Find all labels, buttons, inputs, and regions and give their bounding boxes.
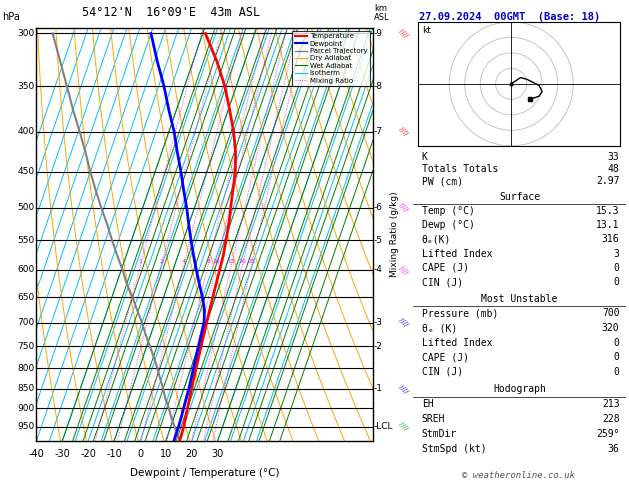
Legend: Temperature, Dewpoint, Parcel Trajectory, Dry Adiabat, Wet Adiabat, Isotherm, Mi: Temperature, Dewpoint, Parcel Trajectory… [292,31,369,86]
Text: PW (cm): PW (cm) [422,176,463,186]
Text: km
ASL: km ASL [374,3,389,21]
Text: -LCL: -LCL [374,422,394,431]
Text: 3: 3 [614,248,620,259]
Text: SREH: SREH [422,414,445,424]
Text: 228: 228 [602,414,620,424]
Text: 300: 300 [18,29,35,38]
Text: 20: 20 [186,449,198,459]
Text: -40: -40 [28,449,45,459]
Text: 10: 10 [160,449,172,459]
Text: 500: 500 [18,203,35,212]
Text: 700: 700 [602,309,620,318]
Text: Mixing Ratio (g/kg): Mixing Ratio (g/kg) [391,191,399,277]
Text: 25: 25 [248,259,255,264]
Text: Dewp (°C): Dewp (°C) [422,220,475,230]
Text: 20: 20 [239,259,247,264]
Text: 700: 700 [18,318,35,327]
Text: 0: 0 [614,277,620,287]
Text: ////: //// [398,383,408,394]
Text: 33: 33 [608,152,620,162]
Text: θₑ (K): θₑ (K) [422,323,457,333]
Text: 36: 36 [608,444,620,454]
Text: © weatheronline.co.uk: © weatheronline.co.uk [462,471,576,480]
Text: 15.3: 15.3 [596,206,620,216]
Text: -5: -5 [374,236,383,245]
Text: -6: -6 [374,203,383,212]
Text: ////: //// [398,421,408,432]
Text: 316: 316 [602,234,620,244]
Text: Totals Totals: Totals Totals [422,164,498,174]
Text: 8: 8 [206,259,210,264]
Text: ////: //// [398,126,408,137]
Text: 650: 650 [18,293,35,302]
Text: 950: 950 [18,422,35,431]
Text: Lifted Index: Lifted Index [422,248,493,259]
Text: CIN (J): CIN (J) [422,277,463,287]
Text: Pressure (mb): Pressure (mb) [422,309,498,318]
Text: hPa: hPa [2,12,19,21]
Text: θₑ(K): θₑ(K) [422,234,451,244]
Text: StmDir: StmDir [422,429,457,439]
Text: 10: 10 [213,259,220,264]
Text: CAPE (J): CAPE (J) [422,352,469,362]
Text: CAPE (J): CAPE (J) [422,263,469,273]
Text: -7: -7 [374,127,383,136]
Text: 15: 15 [228,259,235,264]
Text: Surface: Surface [499,191,540,202]
Text: 259°: 259° [596,429,620,439]
Text: 27.09.2024  00GMT  (Base: 18): 27.09.2024 00GMT (Base: 18) [419,12,600,22]
Text: EH: EH [422,399,433,409]
Text: Most Unstable: Most Unstable [481,294,558,304]
Text: Dewpoint / Temperature (°C): Dewpoint / Temperature (°C) [130,468,279,478]
Text: -20: -20 [81,449,96,459]
Text: 900: 900 [18,404,35,413]
Text: 48: 48 [608,164,620,174]
Text: 350: 350 [18,82,35,90]
Text: CIN (J): CIN (J) [422,367,463,377]
Text: ////: //// [398,28,408,39]
Text: 54°12'N  16°09'E  43m ASL: 54°12'N 16°09'E 43m ASL [82,6,260,19]
Text: ////: //// [398,317,408,328]
Text: 320: 320 [602,323,620,333]
Text: Hodograph: Hodograph [493,384,546,394]
Text: 2: 2 [160,259,164,264]
Text: 750: 750 [18,342,35,350]
Text: 400: 400 [18,127,35,136]
Text: Lifted Index: Lifted Index [422,338,493,347]
Text: -10: -10 [106,449,122,459]
Text: K: K [422,152,428,162]
Text: -8: -8 [374,82,383,90]
Text: 0: 0 [614,352,620,362]
Text: 2.97: 2.97 [596,176,620,186]
Text: 550: 550 [18,236,35,245]
Text: 0: 0 [137,449,143,459]
Text: 600: 600 [18,265,35,275]
Text: StmSpd (kt): StmSpd (kt) [422,444,486,454]
Text: 0: 0 [614,367,620,377]
Text: ////: //// [398,264,408,276]
Text: 4: 4 [182,259,186,264]
Text: 1: 1 [139,259,143,264]
Text: 850: 850 [18,384,35,393]
Text: -3: -3 [374,318,383,327]
Text: ////: //// [398,202,408,213]
Text: -9: -9 [374,29,383,38]
Text: 800: 800 [18,364,35,373]
Text: 13.1: 13.1 [596,220,620,230]
Text: kt: kt [422,26,431,35]
Text: 0: 0 [614,338,620,347]
Text: -4: -4 [374,265,383,275]
Text: -30: -30 [55,449,70,459]
Text: 30: 30 [211,449,224,459]
Text: Temp (°C): Temp (°C) [422,206,475,216]
Text: 0: 0 [614,263,620,273]
Text: -2: -2 [374,342,383,350]
Text: 450: 450 [18,167,35,176]
Text: -1: -1 [374,384,383,393]
Text: 213: 213 [602,399,620,409]
